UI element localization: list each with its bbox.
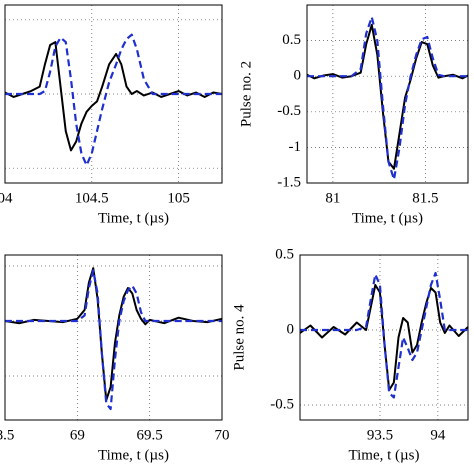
x-tick-label: 94 [430, 427, 446, 443]
x-tick-label: 70 [215, 427, 230, 443]
x-tick-label: 104.5 [75, 190, 109, 206]
x-tick-label: 81.5 [412, 190, 438, 206]
y-tick-label: -0.5 [277, 103, 301, 119]
axes-box [306, 4, 469, 184]
y-tick-label: -1.5 [277, 174, 301, 190]
axes-box [4, 254, 223, 421]
x-tick-label: 93.5 [367, 427, 393, 443]
x-axis-label: Time, t (µs) [98, 447, 169, 463]
series-line [4, 41, 223, 152]
x-axis-label: Time, t (µs) [98, 210, 169, 226]
y-tick-label: 0.5 [282, 32, 301, 48]
y-tick-label: -0.5 [270, 396, 294, 412]
series-line [5, 269, 222, 411]
series-line [5, 33, 222, 167]
x-tick-label: 69 [70, 427, 85, 443]
x-tick-label: 81 [325, 190, 340, 206]
y-tick-label: 0.5 [275, 246, 294, 262]
series-line [307, 16, 468, 181]
panel: -1.5 -1 -0.5 0 0.5 81 81.5 Time, t (µs) Pulse no… [238, 4, 469, 226]
x-tick-label: 105 [167, 190, 190, 206]
x-axis-label: Time, t (µs) [352, 210, 423, 226]
y-axis-label: Pulse no. 4 [231, 304, 247, 371]
series-line [300, 271, 468, 399]
panel: -0.5 0 0.5 93.5 94 Time, t (µs) Pulse no. 4 [231, 246, 469, 463]
y-tick-label: 0 [294, 68, 302, 84]
x-tick-label: 04 [0, 190, 13, 206]
series-line [4, 267, 223, 402]
y-tick-label: -1 [289, 139, 302, 155]
y-tick-label: 0 [287, 321, 295, 337]
x-tick-label: 8.5 [0, 427, 14, 443]
x-tick-label: 69.5 [137, 427, 163, 443]
axes-box [4, 4, 223, 184]
x-axis-label: Time, t (µs) [348, 447, 419, 463]
y-axis-label: Pulse no. 2 [238, 61, 254, 127]
series-line [306, 23, 469, 170]
axes-box [299, 254, 469, 421]
series-line [299, 284, 469, 391]
